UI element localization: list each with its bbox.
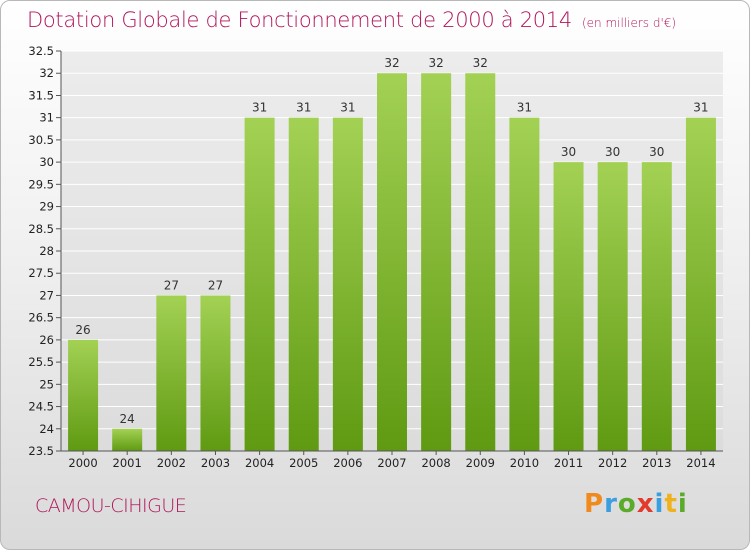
proxiti-logo: Proxiti [584, 489, 688, 519]
bar [509, 117, 540, 452]
bar [597, 162, 628, 451]
x-tick-label: 2006 [333, 456, 362, 470]
x-tick-label: 2000 [68, 456, 97, 470]
bar [68, 339, 99, 451]
data-label: 24 [120, 412, 135, 426]
data-label: 31 [693, 101, 708, 115]
y-tick-label: 32 [39, 66, 54, 80]
chart-title: Dotation Globale de Fonctionnement de 20… [27, 8, 676, 32]
y-tick-label: 30 [39, 155, 54, 169]
data-label: 27 [164, 278, 179, 292]
data-label: 30 [649, 145, 664, 159]
y-tick-label: 31.5 [28, 88, 54, 102]
data-label: 26 [75, 323, 90, 337]
x-tick-label: 2005 [289, 456, 318, 470]
x-tick-label: 2004 [245, 456, 274, 470]
bar [288, 117, 319, 452]
data-label: 31 [296, 101, 311, 115]
data-label: 32 [428, 56, 443, 70]
data-label: 31 [340, 101, 355, 115]
y-tick-label: 23.5 [28, 444, 54, 458]
logo-letter: r [604, 489, 618, 519]
logo-letter: t [664, 489, 678, 519]
commune-name: CAMOU-CIHIGUE [35, 495, 187, 517]
x-tick-label: 2003 [201, 456, 230, 470]
x-tick-label: 2013 [642, 456, 671, 470]
y-tick-label: 24.5 [28, 400, 54, 414]
x-tick-label: 2012 [598, 456, 627, 470]
data-label: 30 [605, 145, 620, 159]
data-label: 32 [384, 56, 399, 70]
bar [332, 117, 363, 452]
data-label: 30 [561, 145, 576, 159]
data-label: 27 [208, 278, 223, 292]
data-label: 31 [252, 101, 267, 115]
bar [377, 73, 407, 451]
x-tick-label: 2010 [510, 456, 539, 470]
logo-letter: o [617, 489, 637, 519]
y-tick-label: 25.5 [28, 355, 54, 369]
bar [465, 73, 496, 451]
bar [421, 73, 452, 451]
x-tick-label: 2007 [377, 456, 406, 470]
y-tick-label: 27.5 [28, 266, 54, 280]
y-tick-label: 31 [39, 111, 54, 125]
logo-letter: i [677, 489, 688, 519]
y-tick-label: 26 [39, 333, 54, 347]
y-tick-label: 32.5 [28, 44, 54, 58]
bar [553, 162, 584, 451]
y-tick-label: 28.5 [28, 222, 54, 236]
x-tick-label: 2008 [421, 456, 450, 470]
bar [641, 162, 672, 451]
bar [200, 295, 231, 451]
bar [112, 428, 143, 451]
x-tick-label: 2014 [686, 456, 715, 470]
data-label: 32 [473, 56, 488, 70]
y-tick-label: 26.5 [28, 311, 54, 325]
bar [685, 117, 716, 452]
y-tick-label: 30.5 [28, 133, 54, 147]
chart-subtitle: (en milliers d'€) [581, 16, 677, 30]
bar [244, 117, 275, 452]
x-tick-label: 2011 [554, 456, 583, 470]
data-label: 31 [517, 101, 532, 115]
logo-letter: P [584, 489, 605, 519]
y-tick-label: 24 [39, 422, 54, 436]
x-tick-label: 2009 [466, 456, 495, 470]
y-tick-label: 27 [39, 288, 54, 302]
bar [156, 295, 187, 451]
x-tick-label: 2001 [113, 456, 142, 470]
logo-letter: x [636, 489, 655, 519]
y-tick-label: 29 [39, 200, 54, 214]
y-tick-label: 28 [39, 244, 54, 258]
chart-title-text: Dotation Globale de Fonctionnement de 20… [27, 8, 572, 32]
y-tick-label: 29.5 [28, 177, 54, 191]
y-tick-label: 25 [39, 377, 54, 391]
logo-letter: i [654, 489, 665, 519]
x-tick-label: 2002 [157, 456, 186, 470]
